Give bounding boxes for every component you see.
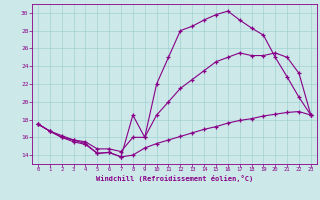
X-axis label: Windchill (Refroidissement éolien,°C): Windchill (Refroidissement éolien,°C)	[96, 175, 253, 182]
